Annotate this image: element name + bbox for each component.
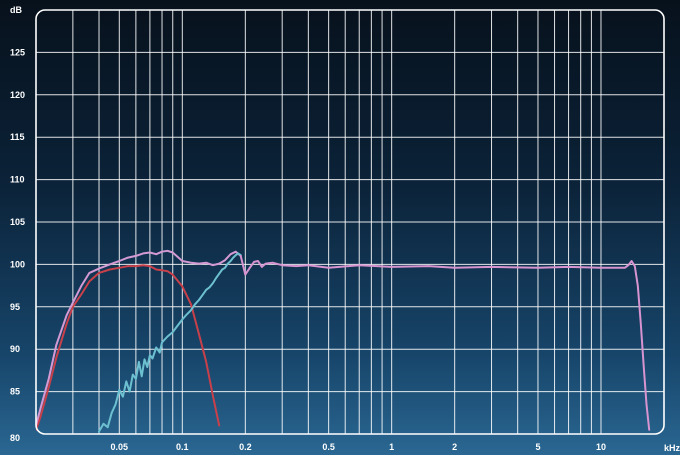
- y-tick-label: 115: [10, 132, 25, 142]
- x-tick-label: 0.5: [322, 442, 335, 452]
- y-tick-label: 120: [10, 90, 25, 100]
- y-tick-label: 80: [10, 433, 20, 443]
- y-tick-label: 105: [10, 217, 25, 227]
- y-tick-label: 85: [10, 387, 20, 397]
- plot-frame: [35, 9, 665, 435]
- x-tick-label: 10: [596, 442, 606, 452]
- grid: [36, 10, 664, 434]
- x-tick-label: 1: [389, 442, 394, 452]
- series-line-2: [36, 249, 242, 427]
- x-tick-label: 0.1: [176, 442, 189, 452]
- y-tick-label: 90: [10, 344, 20, 354]
- series-line-4: [239, 254, 651, 431]
- x-axis-unit-label: kHz: [664, 443, 680, 453]
- series-layer: [36, 249, 651, 433]
- y-tick-label: 125: [10, 47, 25, 57]
- y-axis-unit-label: dB: [10, 5, 22, 15]
- x-tick-label: 0.05: [111, 442, 129, 452]
- x-tick-label: 2: [452, 442, 457, 452]
- series-line-1: [36, 264, 221, 431]
- x-tick-label: 5: [535, 442, 540, 452]
- series-line-3: [98, 252, 242, 433]
- y-tick-label: 110: [10, 175, 25, 185]
- y-tick-label: 100: [10, 259, 25, 269]
- x-tick-label: 0.2: [239, 442, 252, 452]
- y-tick-label: 95: [10, 302, 20, 312]
